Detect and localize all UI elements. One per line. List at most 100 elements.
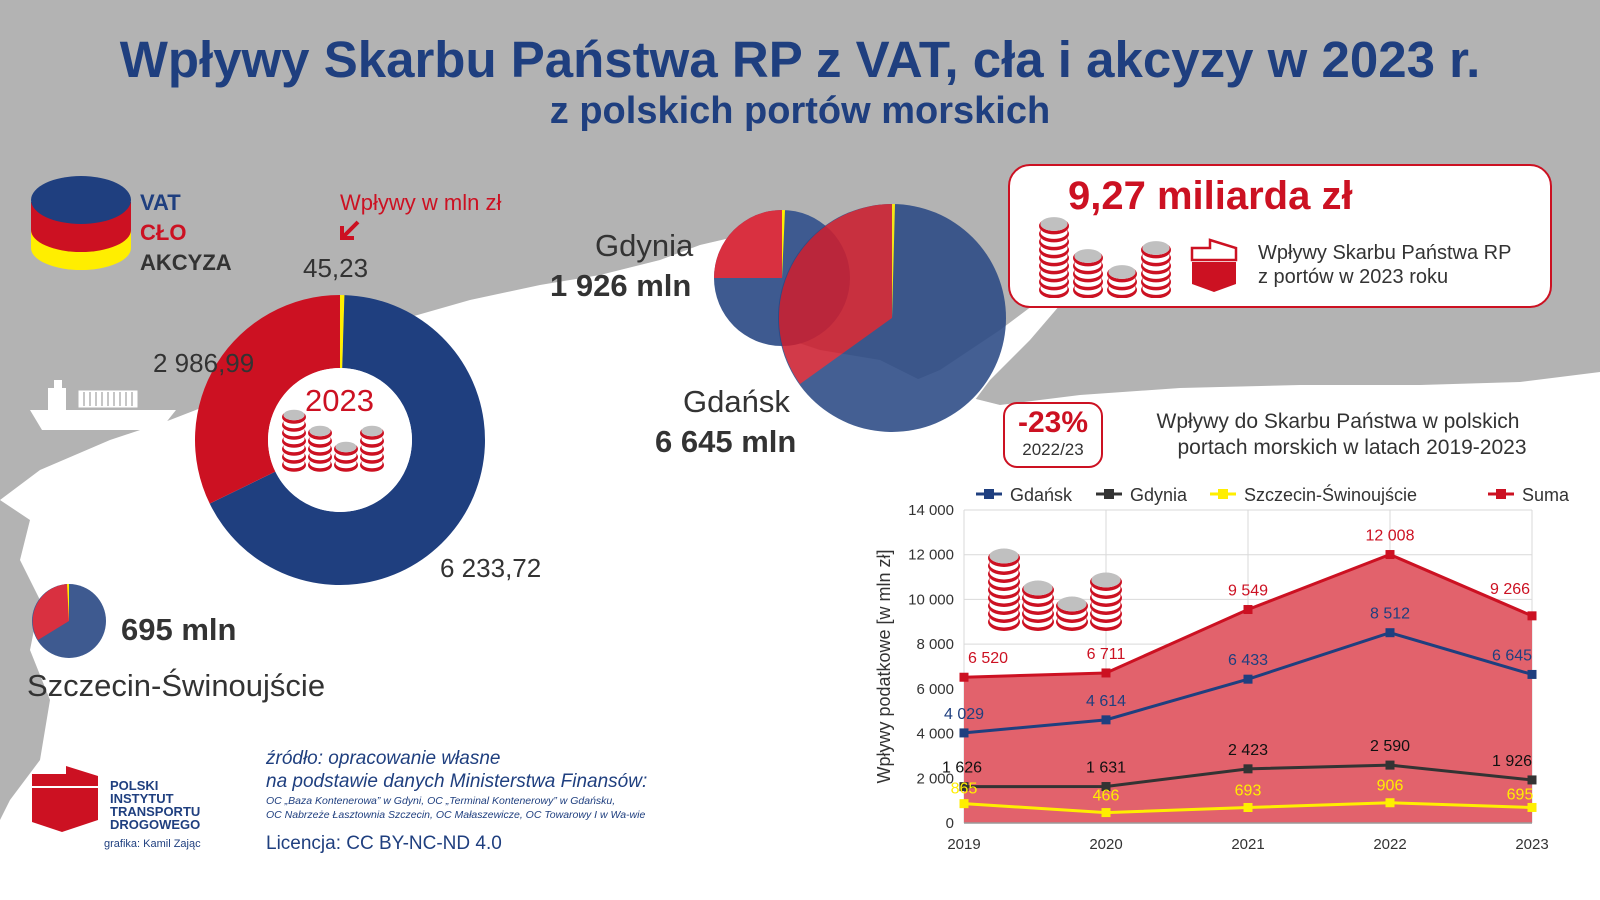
container-ship-icon [30,380,176,430]
gdynia-amount: 1 926 mln [550,268,692,303]
data-label: 9 266 [1490,581,1530,598]
y-tick-label: 6 000 [916,681,954,698]
coin-top [1142,241,1170,255]
data-label: 2 423 [1228,742,1268,759]
total-box: 9,27 miliarda zł Wpływy Skarbu Państwa R… [1008,164,1552,308]
data-point [1527,775,1537,785]
coin-top [1091,572,1121,588]
legend-label: Szczecin-Świnoujście [1244,484,1417,505]
coin-top [283,409,305,421]
y-axis-label: Wpływy podatkowe [w mln zł] [874,549,894,783]
donut-akcyza-label: 45,23 [303,253,369,283]
data-label: 466 [1093,788,1120,805]
tax-legend-stack-icon [31,176,131,270]
legend-entry-2: Szczecin-Świnoujście [1210,484,1417,505]
source-detail1: OC „Baza Kontenerowa” w Gdyni, OC „Termi… [266,795,616,807]
coins-icon [1039,217,1171,298]
coin-top [361,425,383,437]
suma-area [964,554,1532,823]
data-label: 865 [951,781,978,798]
y-tick-label: 14 000 [908,502,954,519]
data-label: 906 [1377,778,1404,795]
legend-akcyza: AKCYZA [140,250,232,275]
data-label: 6 433 [1228,652,1268,669]
donut-year-label: 2023 [305,383,374,418]
data-label: 4 029 [944,706,984,723]
y-tick-label: 4 000 [916,726,954,743]
szczecin-amount: 695 mln [121,612,237,647]
data-label: 4 614 [1086,693,1126,710]
land-west-coast [0,500,50,820]
data-label: 1 631 [1086,760,1126,777]
coin-top [1023,580,1053,596]
legend-entry-0: Gdańsk [976,485,1073,505]
source-line2: na podstawie danych Ministerstwa Finansó… [266,771,648,792]
data-point [959,728,969,738]
coin-top [989,548,1019,564]
unit-note: Wpływy w mln zł [340,190,502,215]
pitd-logo-icon [1190,238,1238,292]
data-point [1527,669,1537,679]
graphic-credit: grafika: Kamil Zając [104,838,201,850]
x-tick-label: 2022 [1373,836,1406,853]
gdansk-name: Gdańsk [683,384,790,419]
data-point [1527,611,1537,621]
x-tick-label: 2023 [1515,836,1548,853]
y-tick-label: 0 [946,815,954,832]
y-tick-label: 2 000 [916,770,954,787]
coin-top [309,425,331,437]
data-point [1243,764,1253,774]
coin-top [335,441,357,453]
line-chart: Wpływy do Skarbu Państwa w polskich porta… [874,410,1570,853]
data-point [959,799,969,809]
data-label: 1 926 [1492,753,1532,770]
source-detail2: OC Nabrzeże Łasztownia Szczecin, OC Mała… [266,809,646,821]
brand-line1: POLSKI [110,778,159,793]
change-badge: -23% 2022/23 [1003,402,1103,468]
legend-label: Gdańsk [1010,485,1073,505]
data-label: 1 626 [942,760,982,777]
coins-icon [988,548,1122,631]
coin-top [1040,217,1068,231]
series-3: 6 520 6 711 9 549 12 008 9 266 [959,528,1537,682]
data-point [959,782,969,792]
gdansk-pie [778,204,1006,432]
donut-chart [195,295,485,585]
page-subtitle: z polskich portów morskich [549,90,1051,132]
pitd-logo [32,766,98,832]
y-tick-label: 10 000 [908,591,954,608]
legend-entry-1: Gdynia [1096,485,1188,505]
data-label: 6 645 [1492,647,1532,664]
data-point [1385,550,1395,560]
total-desc-line1: Wpływy Skarbu Państwa RP [1258,242,1512,264]
coins-icon [282,409,384,472]
series-1: 1 626 1 631 2 423 2 590 1 926 [942,738,1537,792]
gdynia-name: Gdynia [595,228,694,263]
series-2: 865 466 693 906 695 [951,778,1537,818]
data-point [1385,628,1395,638]
donut-hole [268,368,412,512]
x-tick-label: 2021 [1231,836,1264,853]
data-label: 6 520 [968,650,1008,667]
change-period: 2022/23 [1022,440,1084,459]
legend-label: Gdynia [1130,485,1188,505]
legend-label: Suma [1522,485,1570,505]
data-label: 693 [1235,783,1262,800]
data-label: 8 512 [1370,606,1410,623]
x-tick-label: 2019 [947,836,980,853]
data-point [1243,803,1253,813]
total-amount: 9,27 miliarda zł [1068,174,1353,218]
szczecin-pie [32,584,106,658]
page-title: Wpływy Skarbu Państwa RP z VAT, cła i ak… [119,31,1481,88]
data-point [959,672,969,682]
x-tick-label: 2020 [1089,836,1122,853]
y-tick-label: 12 000 [908,547,954,564]
data-point [1385,798,1395,808]
license: Licencja: CC BY-NC-ND 4.0 [266,833,502,854]
coin-top [1074,249,1102,263]
source-line1: źródło: opracowanie własne [266,748,501,769]
legend-entry-3: Suma [1488,485,1570,505]
data-point [1101,808,1111,818]
data-label: 12 008 [1366,528,1415,545]
